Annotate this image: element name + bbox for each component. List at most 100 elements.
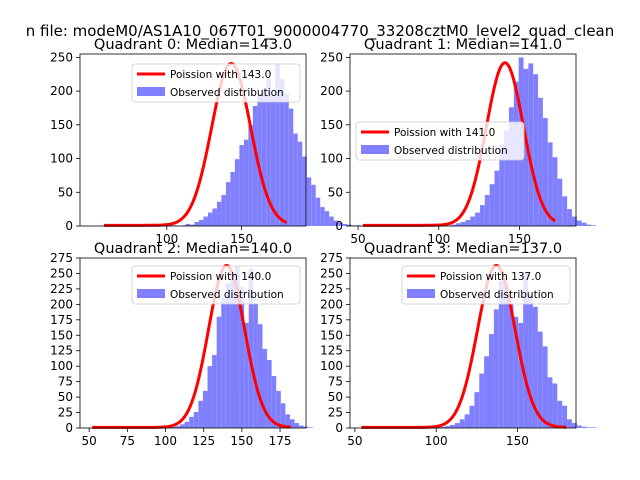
y-tick-label: 225 [50,282,73,296]
x-tick-label: 150 [508,232,531,246]
histogram-bar [591,427,597,428]
legend-bar-swatch [361,145,389,154]
x-tick-label: 175 [269,434,292,448]
y-tick-label: 275 [50,251,73,265]
y-tick-label: 125 [50,344,73,358]
histogram-bar [253,303,258,428]
histogram-bar [508,304,514,428]
histogram-bar [248,124,253,226]
histogram-bar [267,360,272,428]
histogram-bars [104,64,361,227]
histogram-bar [552,383,558,428]
histogram-bar [454,423,460,428]
histogram-bar [225,283,231,428]
y-tick-label: 50 [328,185,343,199]
histogram-bar [542,118,548,226]
x-tick-label: 50 [350,232,365,246]
histogram-bar [221,298,226,428]
y-tick-label: 100 [320,152,343,166]
histogram-bar [562,196,568,226]
histogram-bar [315,197,321,226]
axes-frame [79,53,307,227]
x-tick-label: 100 [155,232,178,246]
histogram-bar [571,216,577,226]
histogram-bar [494,170,500,226]
histogram-bar [464,414,470,428]
histogram-bar [329,216,334,226]
histogram-bar [170,426,176,428]
histogram-bar [311,184,316,226]
histogram-bar [538,97,543,226]
histogram-bar [288,108,294,226]
histogram-bar [202,390,208,428]
histogram-bar [460,221,466,226]
legend-bar-label: Observed distribution [170,289,284,301]
histogram-bar [193,411,199,428]
y-tick-label: 0 [65,421,73,435]
histogram-bar [189,416,194,428]
histogram-bar [591,225,597,226]
x-tick-label: 100 [427,232,450,246]
histogram-bar [270,96,276,227]
y-tick-label: 100 [50,359,73,373]
histogram-bar [324,211,330,226]
histogram-bar [455,223,461,226]
poisson-curve [103,61,288,227]
histogram-bar [289,419,295,428]
legend-bar-swatch [137,289,165,298]
histogram-bars [92,266,313,428]
histogram-bar [562,405,568,428]
histogram-bar [180,424,185,428]
histogram-bar [567,419,572,428]
x-tick-label: 75 [120,434,135,448]
legend-box [131,265,301,305]
x-tick-label: 100 [425,434,448,448]
legend-bar-label: Observed distribution [440,289,554,301]
histogram-bar [523,272,529,428]
x-tick-label: 150 [230,434,253,448]
legend-line-label: Poission with 143.0 [170,69,271,81]
histogram-bar [347,224,352,226]
y-tick-label: 150 [320,328,343,342]
histogram-bar [221,194,226,226]
histogram-bar [469,405,475,428]
histogram-bar [320,207,325,226]
histogram-bar [175,426,181,428]
histogram-bar [216,201,222,226]
histogram-bar [271,376,277,428]
y-tick-label: 75 [58,375,73,389]
histogram-bar [581,426,587,428]
y-tick-label: 0 [335,219,343,233]
y-tick-label: 100 [50,152,73,166]
histogram-bar [528,63,534,226]
quadrant-1-chart: 50 100 150 0 50 100 150 200 250 Quadrant 1: Media… [320,37,597,246]
histogram-bar [234,159,240,226]
histogram-bar [185,223,191,226]
histogram-bar [338,222,343,226]
histogram-bar [445,426,450,428]
histogram-bar [308,427,313,428]
y-tick-label: 150 [320,118,343,132]
histogram-bar [537,331,543,428]
histogram-bar [257,94,262,226]
histogram-bar [547,142,553,226]
x-tick-label: 50 [347,434,362,448]
histogram-bar [470,216,476,226]
y-tick-label: 175 [320,313,343,327]
histogram-bar [493,309,499,428]
legend: Poission with 143.0 Observed distribution [131,63,301,103]
histogram-bar [203,216,208,226]
histogram-bar [528,294,533,428]
histogram-bar [198,219,204,226]
panel-title: Quadrant 2: Median=140.0 [94,241,292,257]
histogram-bar [532,306,538,428]
histogram-bar [586,427,592,428]
histogram-bar [499,144,505,226]
quadrant-2-chart: 50 75 100 125 150 175025507510012515017520022… [50,241,313,448]
y-tick-label: 250 [50,50,73,64]
histogram-bar [280,403,286,428]
legend: Poission with 140.0 Observed distribution [131,265,301,305]
histogram-bar [212,355,217,428]
histogram-bar [276,390,281,428]
histogram-bar [504,130,509,226]
